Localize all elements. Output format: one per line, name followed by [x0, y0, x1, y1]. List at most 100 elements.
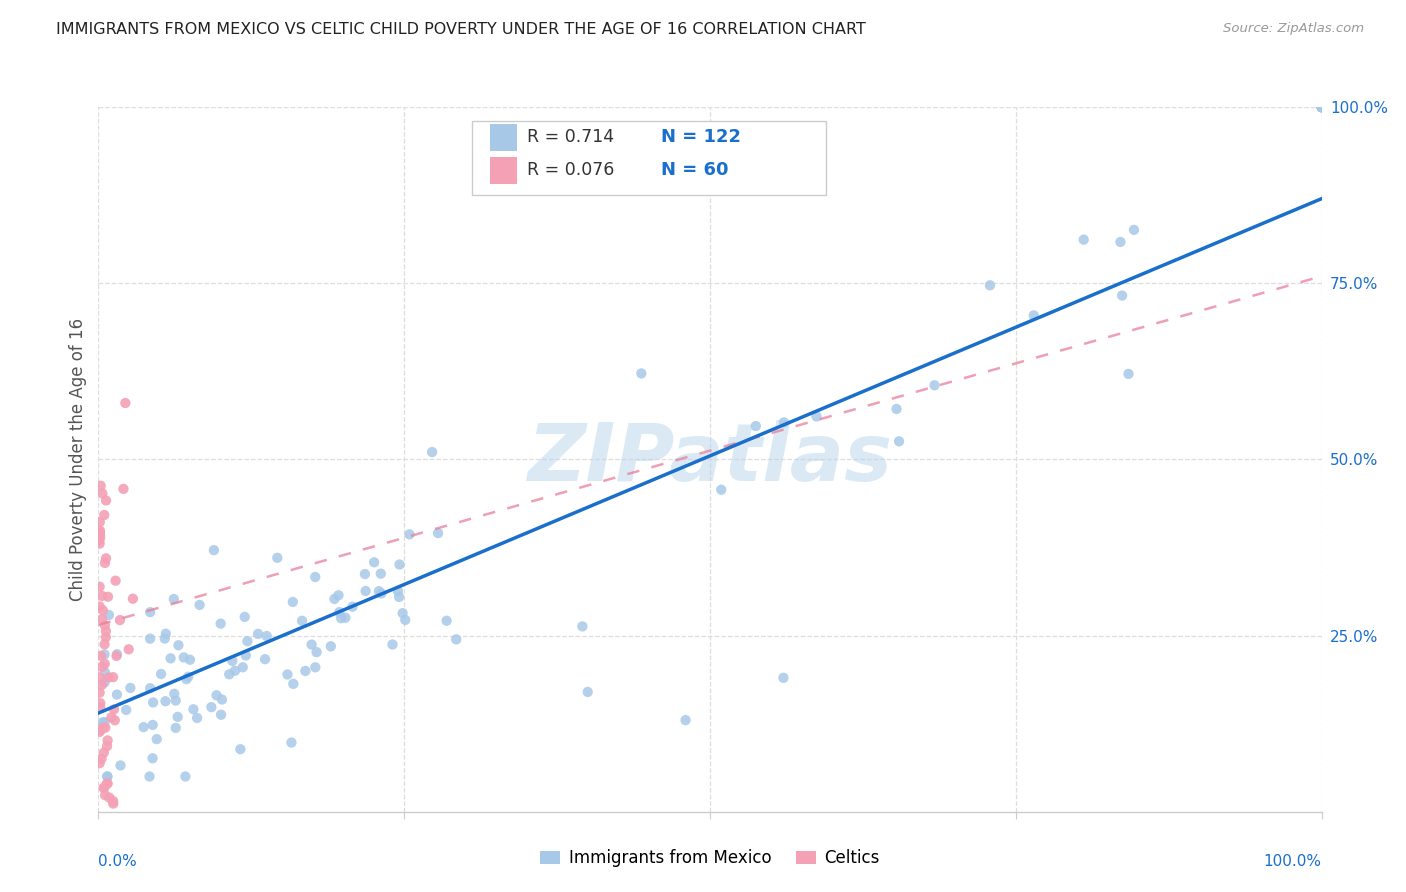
Point	[112, 482, 135, 496]
Point	[388, 558, 411, 572]
Point	[209, 707, 232, 722]
Point	[224, 664, 246, 678]
Point	[291, 614, 314, 628]
Point	[280, 735, 302, 749]
Point	[1073, 233, 1095, 247]
Point	[89, 724, 111, 739]
Point	[576, 685, 599, 699]
Point	[1118, 367, 1140, 381]
Point	[745, 419, 768, 434]
Point	[342, 599, 364, 614]
Point	[1310, 100, 1333, 114]
Point	[89, 526, 111, 541]
Point	[97, 607, 120, 622]
Point	[886, 402, 908, 417]
Point	[89, 701, 111, 715]
Point	[924, 378, 946, 392]
Point	[630, 367, 652, 381]
Point	[93, 780, 115, 794]
Point	[387, 584, 409, 599]
Point	[319, 640, 342, 654]
Point	[1109, 235, 1132, 249]
Point	[93, 746, 115, 760]
Point	[323, 591, 346, 606]
Point	[806, 409, 828, 424]
Point	[91, 678, 114, 692]
Legend: Immigrants from Mexico, Celtics: Immigrants from Mexico, Celtics	[533, 843, 887, 874]
FancyBboxPatch shape	[471, 121, 827, 195]
Point	[155, 694, 177, 708]
Point	[1310, 100, 1333, 114]
Point	[394, 613, 416, 627]
Point	[304, 660, 326, 674]
Point	[571, 619, 593, 633]
Point	[354, 567, 377, 582]
Point	[89, 686, 111, 700]
Point	[90, 479, 112, 493]
Point	[94, 551, 117, 566]
FancyBboxPatch shape	[489, 124, 517, 151]
Point	[436, 614, 458, 628]
Point	[209, 616, 232, 631]
Point	[89, 756, 111, 771]
Point	[304, 570, 326, 584]
Point	[202, 543, 225, 558]
Point	[100, 710, 122, 724]
Point	[97, 776, 120, 790]
Point	[675, 713, 697, 727]
Point	[1310, 100, 1333, 114]
Point	[114, 396, 136, 410]
Text: R = 0.714: R = 0.714	[526, 128, 613, 146]
Point	[165, 721, 187, 735]
Point	[142, 751, 165, 765]
Point	[887, 434, 910, 449]
Point	[335, 611, 357, 625]
Point	[89, 530, 111, 544]
Point	[89, 696, 111, 710]
Point	[93, 780, 115, 795]
Point	[89, 525, 111, 540]
Point	[97, 590, 120, 604]
Point	[103, 797, 125, 811]
Point	[1310, 100, 1333, 114]
Point	[108, 613, 131, 627]
Point	[101, 794, 124, 808]
Point	[330, 611, 353, 625]
Point	[188, 598, 211, 612]
Point	[772, 671, 794, 685]
Point	[163, 687, 186, 701]
Point	[90, 723, 112, 737]
Y-axis label: Child Poverty Under the Age of 16: Child Poverty Under the Age of 16	[69, 318, 87, 601]
Point	[118, 642, 141, 657]
Point	[221, 654, 243, 668]
Point	[236, 634, 259, 648]
Text: R = 0.076: R = 0.076	[526, 161, 614, 179]
Point	[177, 670, 200, 684]
Point	[391, 606, 413, 620]
Point	[93, 714, 115, 729]
Point	[381, 638, 404, 652]
Point	[90, 648, 112, 663]
Point	[91, 612, 114, 626]
Point	[1310, 100, 1333, 114]
Point	[89, 524, 111, 538]
Point	[139, 681, 162, 695]
Point	[89, 580, 111, 594]
Point	[104, 713, 127, 727]
Point	[388, 590, 411, 604]
Point	[145, 732, 167, 747]
Point	[91, 715, 114, 730]
Point	[91, 589, 114, 603]
Point	[354, 584, 377, 599]
Point	[1310, 100, 1333, 114]
Text: Source: ZipAtlas.com: Source: ZipAtlas.com	[1223, 22, 1364, 36]
Point	[122, 591, 145, 606]
Point	[153, 632, 176, 646]
Point	[370, 566, 392, 581]
Point	[96, 776, 118, 790]
Point	[232, 660, 254, 674]
Point	[138, 769, 160, 784]
Point	[167, 638, 190, 652]
Point	[710, 483, 733, 497]
Point	[398, 527, 420, 541]
